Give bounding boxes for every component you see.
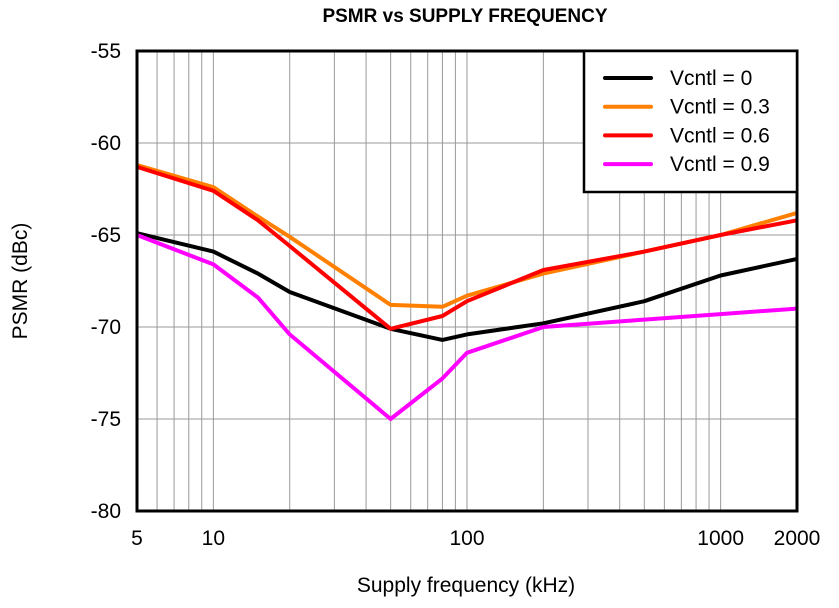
y-tick-labels: -55 -60 -65 -70 -75 -80 [91, 40, 121, 523]
y-axis-label: PSMR (dBc) [9, 223, 32, 340]
y-tick-label: -75 [91, 408, 121, 431]
x-tick-label: 10 [202, 527, 225, 550]
y-tick-label: -80 [91, 500, 121, 523]
y-tick-label: -65 [91, 224, 121, 247]
plot-frame [135, 49, 799, 513]
legend-label: Vcntl = 0.9 [670, 153, 770, 176]
series-line-0 [136, 231, 798, 342]
x-axis-label: Supply frequency (kHz) [357, 574, 575, 597]
x-tick-label: 100 [449, 527, 484, 550]
legend-label: Vcntl = 0 [670, 67, 752, 90]
legend: Vcntl = 0 Vcntl = 0.3 Vcntl = 0.6 Vcntl = 0… [582, 49, 799, 194]
series-lines [136, 163, 798, 421]
series-line-3 [136, 233, 798, 421]
chart-title: PSMR vs SUPPLY FREQUENCY [322, 6, 607, 27]
x-tick-label: 5 [131, 527, 143, 550]
legend-label: Vcntl = 0.3 [670, 96, 770, 119]
x-tick-label: 1000 [697, 527, 744, 550]
y-tick-label: -55 [91, 40, 121, 63]
series-line-2 [136, 164, 798, 331]
x-tick-label: 2000 [774, 527, 821, 550]
y-tick-label: -70 [91, 316, 121, 339]
x-tick-labels: 5 10 100 1000 2000 [131, 527, 820, 550]
y-tick-label: -60 [91, 132, 121, 155]
legend-box [582, 49, 799, 194]
legend-label: Vcntl = 0.6 [670, 124, 770, 147]
